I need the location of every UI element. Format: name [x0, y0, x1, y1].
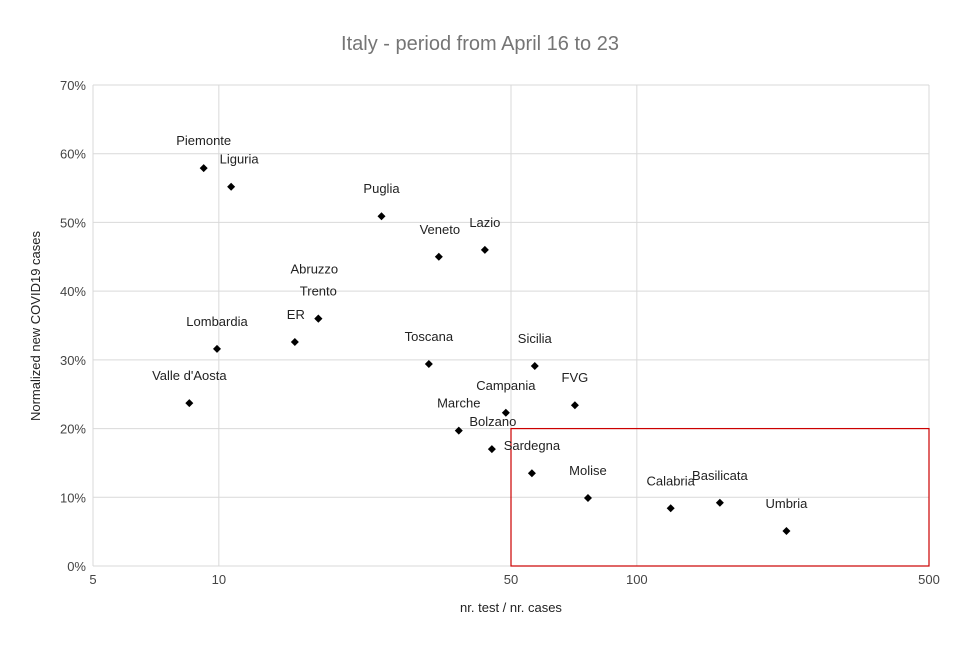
point-label: Valle d'Aosta — [152, 368, 227, 383]
data-point-marker — [213, 344, 222, 353]
data-point-marker — [290, 337, 299, 346]
point-label: Toscana — [405, 329, 454, 344]
data-point-marker — [454, 426, 463, 435]
highlight-rectangle — [510, 427, 930, 567]
chart-title: Italy - period from April 16 to 23 — [341, 33, 619, 55]
y-tick-label: 70% — [60, 78, 86, 93]
point-label: Bolzano — [469, 414, 516, 429]
x-tick-label: 5 — [89, 572, 96, 587]
x-tick-label: 10 — [212, 572, 226, 587]
y-tick-label: 0% — [67, 559, 86, 574]
x-tick-label: 50 — [504, 572, 518, 587]
data-point-marker — [480, 245, 489, 254]
data-point-marker — [715, 498, 724, 507]
point-label: Lombardia — [186, 314, 248, 329]
x-axis-label: nr. test / nr. cases — [460, 600, 562, 615]
point-label: Calabria — [646, 473, 695, 488]
point-label: Lazio — [469, 215, 500, 230]
point-label: Abruzzo — [290, 262, 338, 277]
data-point-marker — [501, 408, 510, 417]
data-point-marker — [487, 445, 496, 454]
point-label: Campania — [476, 378, 536, 393]
data-point-marker — [666, 504, 675, 513]
x-tick-label: 500 — [918, 572, 940, 587]
data-point-marker — [434, 252, 443, 261]
x-tick-label: 100 — [626, 572, 648, 587]
y-tick-label: 30% — [60, 353, 86, 368]
data-point-marker — [424, 359, 433, 368]
data-point-marker — [782, 526, 791, 535]
y-tick-label: 50% — [60, 215, 86, 230]
point-label: Sicilia — [518, 331, 553, 346]
point-label: FVG — [562, 370, 589, 385]
y-tick-label: 40% — [60, 284, 86, 299]
data-point-marker — [377, 212, 386, 221]
highlight-box — [510, 427, 930, 567]
point-label: Liguria — [220, 152, 260, 167]
point-label: Sardegna — [504, 438, 561, 453]
point-label: Molise — [569, 463, 607, 478]
data-point-marker — [199, 164, 208, 173]
data-point-marker — [185, 399, 194, 408]
data-points: Piemonte Liguria Puglia Veneto Lazio Abruzzo T… — [152, 133, 808, 535]
point-label: Umbria — [765, 496, 808, 511]
point-label: Piemonte — [176, 133, 231, 148]
data-point-marker — [530, 362, 539, 371]
point-label: Veneto — [420, 222, 461, 237]
data-point-marker — [527, 469, 536, 478]
data-point-marker — [583, 493, 592, 502]
y-axis-label: Normalized new COVID19 cases — [28, 230, 43, 421]
y-tick-label: 60% — [60, 147, 86, 162]
point-label: ER — [287, 307, 305, 322]
point-label: Basilicata — [692, 468, 748, 483]
y-tick-label: 20% — [60, 422, 86, 437]
data-point-marker — [227, 182, 236, 191]
point-label: Puglia — [363, 181, 400, 196]
tick-labels: 0% 10% 20% 30% 40% 50% 60% 70% 5 10 50 100 500 — [60, 78, 940, 587]
y-tick-label: 10% — [60, 490, 86, 505]
point-label: Trento — [300, 284, 337, 299]
point-label: Marche — [437, 396, 480, 411]
data-point-marker — [314, 314, 323, 323]
data-point-marker — [570, 401, 579, 410]
